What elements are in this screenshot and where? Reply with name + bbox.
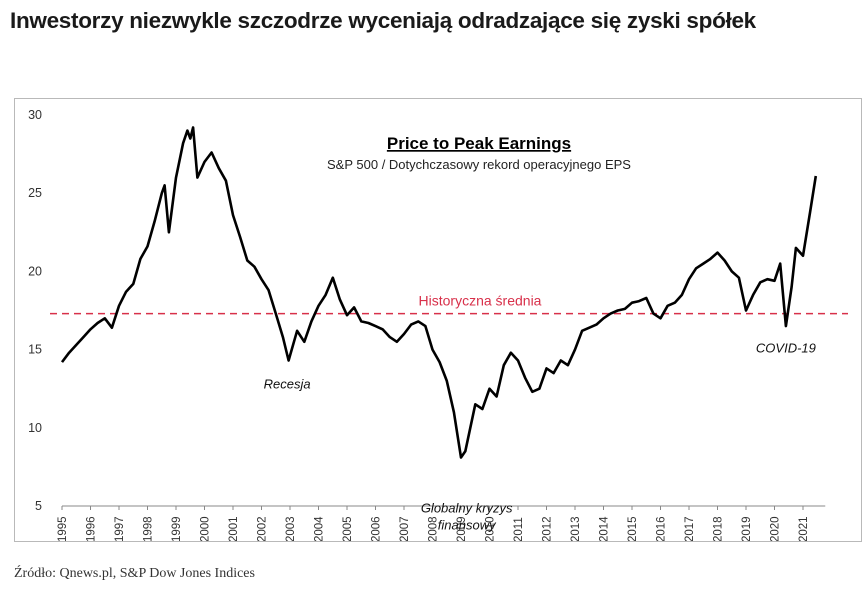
x-tick-label: 2014 [599, 516, 611, 541]
x-tick-label: 2007 [399, 516, 411, 541]
x-tick-label: 2013 [570, 516, 582, 541]
annotation-label: Recesja [264, 377, 311, 392]
x-tick-label: 2011 [513, 517, 525, 541]
series-line [60, 126, 818, 459]
y-tick-label: 15 [28, 343, 42, 357]
y-tick-label: 10 [28, 421, 42, 435]
chart-frame: 5 10 15 20 25 30 1995 1996 1997 1998 1999 2000 2001… [14, 98, 862, 542]
y-tick-label: 5 [35, 499, 42, 513]
x-tick-label: 2010 [485, 516, 497, 541]
chart-title: Price to Peak Earnings [387, 134, 571, 153]
x-tick-label: 2016 [656, 516, 668, 541]
y-tick-label: 25 [28, 186, 42, 200]
x-tick-label: 2006 [371, 516, 383, 541]
x-tick-label: 2003 [285, 516, 297, 541]
x-tick-label: 2019 [741, 516, 753, 541]
x-tick-label: 2001 [228, 516, 240, 541]
annotations: Recesja Globalny kryzys finansowy COVID-19 [264, 341, 816, 533]
x-tick-label: 1998 [143, 516, 155, 541]
x-tick-label: 2018 [713, 516, 725, 541]
x-tick-label: 1996 [86, 516, 98, 541]
y-tick-label: 30 [28, 108, 42, 122]
annotation-label: COVID-19 [756, 341, 816, 356]
x-tick-label: 1995 [57, 516, 69, 541]
x-axis: 1995 1996 1997 1998 1999 2000 2001 2002 2003 2004… [57, 505, 826, 541]
x-tick-label: 2004 [314, 516, 326, 541]
x-tick-label: 2009 [456, 516, 468, 541]
chart-subtitle: S&P 500 / Dotychczasowy rekord operacyjn… [327, 157, 631, 172]
x-tick-label: 2017 [684, 516, 696, 541]
chart-svg: 5 10 15 20 25 30 1995 1996 1997 1998 1999 2000 2001… [28, 108, 848, 541]
x-tick-label: 2021 [798, 516, 810, 541]
x-tick-label: 2008 [428, 516, 440, 541]
x-tick-label: 2002 [257, 516, 269, 541]
x-tick-label: 2000 [200, 516, 212, 541]
y-axis: 5 10 15 20 25 30 [28, 108, 42, 513]
x-tick-label: 2005 [342, 516, 354, 541]
y-tick-label: 20 [28, 264, 42, 278]
headline: Inwestorzy niezwykle szczodrze wyceniają… [10, 8, 756, 33]
x-tick-label: 2020 [770, 516, 782, 541]
historical-average-label: Historyczna średnia [419, 293, 542, 309]
x-tick-label: 2012 [542, 516, 554, 541]
x-tick-label: 1999 [171, 516, 183, 541]
annotation-label: Globalny kryzys finansowy [421, 500, 513, 532]
x-tick-label: 1997 [114, 516, 126, 541]
x-tick-label: 2015 [627, 516, 639, 541]
source-note: Źródło: Qnews.pl, S&P Dow Jones Indices [14, 566, 255, 581]
